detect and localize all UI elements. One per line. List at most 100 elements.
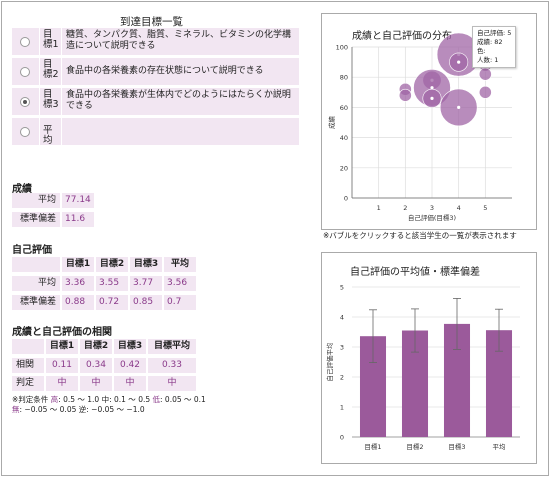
y-tick-label: 60 [340,104,348,112]
bubble[interactable] [398,88,412,102]
self-eval-corner [12,257,60,272]
goal-desc [61,118,299,145]
self-eval-row-label: 平均 [12,276,60,291]
grades-sd-label: 標準偏差 [12,212,60,227]
y-tick-label: 4 [340,314,344,322]
self-eval-value: 0.85 [130,295,162,310]
self-eval-value: 0.7 [164,295,196,310]
radio-circle-icon [20,127,30,137]
self-eval-header: 目標2 [96,257,128,272]
correlation-title: 成績と自己評価の相関 [12,327,112,338]
radio-selected-icon [20,97,30,107]
y-tick-label: 100 [336,44,348,52]
correlation-value: 0.34 [80,358,112,373]
goal-row-3[interactable]: 目標3 食品中の各栄養素が生体内でどのようにはたらくか説明できる [12,88,299,115]
grades-sd-value: 11.6 [62,212,94,227]
goal-row-2[interactable]: 目標2 食品中の各栄養素の存在状態について説明できる [12,58,299,85]
self-eval-value: 3.56 [164,276,196,291]
bubble-chart-panel: 成績と自己評価の分布 0 20 40 60 80 100 1 2 3 4 5 自己評価(目標3) 成績 … [321,13,537,230]
x-tick-label: 目標3 [448,442,465,451]
bubble-caption: ※バブルをクリックすると該当学生の一覧が表示されます [323,231,517,240]
y-axis-label: 成績 [327,116,336,130]
goal-row-avg[interactable]: 平均 [12,118,299,146]
bubble-tooltip: 自己評価: 5 成績: 82 色: 人数: 1 [472,26,517,68]
goal-name: 平均 [39,118,61,146]
self-eval-header: 目標1 [62,257,94,272]
y-axis-label: 自己評価平均 [325,342,334,382]
bubble[interactable] [478,85,492,99]
self-eval-header: 目標3 [130,257,162,272]
radio-circle-icon [20,67,30,77]
note-text: : 0.05 ～ 0.1 [160,395,206,404]
grades-title: 成績 [12,184,32,195]
radio-circle-icon [20,37,30,47]
tooltip-line: 成績: 82 [477,38,503,46]
grades-avg-value: 77.14 [62,193,94,208]
self-eval-value: 3.55 [96,276,128,291]
goal-radio-1[interactable] [12,28,39,55]
y-tick-label: 20 [340,164,348,172]
goal-desc: 食品中の各栄養素が生体内でどのようにはたらくか説明できる [61,88,299,115]
bubble-center-dot [430,96,434,100]
x-tick-label: 目標1 [364,442,381,451]
y-tick-label: 0 [344,195,348,203]
correlation-header: 目標3 [114,339,146,354]
goals-title: 到達目標一覧 [120,16,183,28]
note-text: : 0.5 ～ 1.0 中: 0.1 ～ 0.5 [58,395,153,404]
y-tick-label: 5 [340,284,344,292]
correlation-header: 目標1 [46,339,78,354]
bubble-chart-title: 成績と自己評価の分布 [352,31,452,42]
y-tick-label: 1 [340,404,344,412]
y-tick-label: 3 [340,344,344,352]
correlation-header: 目標平均 [148,339,196,354]
note-high: 高 [50,395,59,404]
correlation-value: 0.11 [46,358,78,373]
goal-radio-2[interactable] [12,58,39,85]
note-low: 低 [152,395,161,404]
y-tick-label: 40 [340,134,348,142]
bubble[interactable] [478,67,492,81]
x-tick-label: 平均 [493,442,507,451]
y-tick-label: 0 [340,434,344,442]
correlation-value: 0.33 [148,358,196,373]
judgement-value: 中 [46,376,78,391]
goal-name: 目標2 [39,58,61,85]
goal-radio-3[interactable] [12,88,39,115]
correlation-value: 0.42 [114,358,146,373]
goal-name: 目標1 [39,28,61,55]
self-eval-header: 平均 [164,257,196,272]
y-tick-label: 2 [340,374,344,382]
x-tick-label: 3 [430,204,434,212]
bubble-center-dot [457,105,461,109]
bar-chart-title: 自己評価の平均値・標準偏差 [350,267,480,278]
bar-chart-panel: 自己評価の平均値・標準偏差 0 1 2 3 4 5 自己評価平均 目標1 目標2 目標3 平均 [321,252,537,464]
goal-desc: 食品中の各栄養素の存在状態について説明できる [61,58,299,85]
grades-avg-label: 平均 [12,193,60,208]
tooltip-line: 自己評価: 5 [477,29,512,37]
goal-desc: 糖質、タンパク質、脂質、ミネラル、ビタミンの化学構造について説明できる [61,28,299,55]
note-none: 無 [12,405,20,414]
judgement-value: 中 [114,376,146,391]
goal-row-1[interactable]: 目標1 糖質、タンパク質、脂質、ミネラル、ビタミンの化学構造について説明できる [12,28,299,55]
goal-name: 目標3 [39,88,61,115]
bubble-chart[interactable]: 0 20 40 60 80 100 1 2 3 4 5 自己評価(目標3) 成績 [322,14,536,229]
self-eval-row-label: 標準偏差 [12,295,60,310]
x-tick-label: 4 [457,204,461,212]
correlation-corner [12,339,44,354]
tooltip-line: 人数: 1 [477,56,499,64]
x-tick-label: 2 [403,204,407,212]
self-eval-value: 3.77 [130,276,162,291]
note-text: : −0.05 ～ 0.05 逆: −0.05 ～ −1.0 [19,405,145,414]
judgement-value: 中 [80,376,112,391]
judgement-value: 中 [148,376,196,391]
bubble-center-dot [457,60,461,64]
self-eval-title: 自己評価 [12,245,52,256]
correlation-header: 目標2 [80,339,112,354]
goal-radio-avg[interactable] [12,118,39,145]
correlation-row-label: 相関 [12,358,44,373]
judgement-row-label: 判定 [12,376,44,391]
bubble-center-dot [430,86,434,90]
note-text: ※判定条件 [12,395,51,404]
